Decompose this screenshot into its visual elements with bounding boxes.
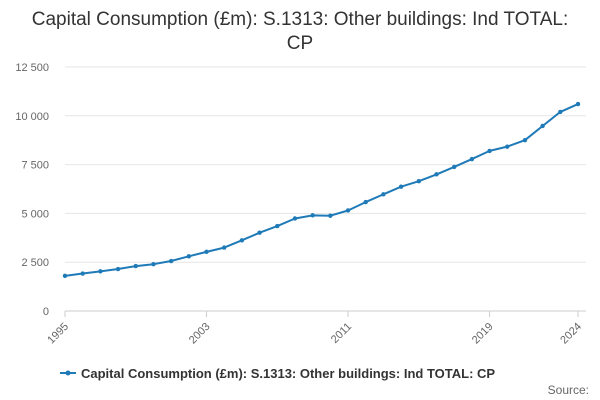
data-point[interactable]	[558, 109, 563, 115]
data-point[interactable]	[80, 271, 85, 276]
data-point[interactable]	[62, 273, 68, 279]
y-tick-label: 0	[43, 306, 49, 318]
x-tick-label: 2024	[558, 321, 584, 347]
data-point[interactable]	[168, 258, 174, 264]
data-point[interactable]	[239, 238, 245, 243]
data-point[interactable]	[363, 199, 368, 205]
legend-label[interactable]: Capital Consumption (£m): S.1313: Other …	[81, 366, 495, 381]
x-tick-label: 1995	[45, 321, 71, 347]
data-point[interactable]	[257, 230, 262, 235]
data-point[interactable]	[133, 263, 138, 269]
series-group	[62, 101, 581, 279]
data-point[interactable]	[186, 254, 192, 259]
chart-title: Capital Consumption (£m): S.1313: Other …	[31, 9, 569, 54]
y-tick-label: 5 000	[21, 208, 49, 220]
data-point[interactable]	[151, 261, 156, 267]
data-point[interactable]	[434, 172, 439, 177]
data-point[interactable]	[204, 249, 209, 255]
data-point[interactable]	[275, 223, 280, 229]
x-axis: 1995 2003 2011 2019 2024	[45, 311, 584, 346]
data-point[interactable]	[451, 164, 457, 170]
y-tick-label: 7 500	[21, 160, 49, 172]
gridlines	[65, 66, 586, 312]
y-tick-label: 12 500	[15, 62, 49, 74]
data-point[interactable]	[381, 192, 386, 197]
data-point[interactable]	[292, 216, 298, 221]
data-point[interactable]	[98, 269, 103, 274]
y-tick-label: 10 000	[15, 111, 49, 123]
series-line	[64, 103, 579, 277]
data-point[interactable]	[469, 156, 475, 162]
x-tick-label: 2011	[329, 321, 354, 346]
data-point[interactable]	[505, 144, 510, 149]
data-point[interactable]	[416, 178, 421, 184]
data-point[interactable]	[115, 266, 121, 272]
data-point[interactable]	[345, 208, 351, 213]
y-tick-label: 2 500	[21, 257, 49, 269]
data-point[interactable]	[540, 123, 545, 129]
legend-swatch-marker	[65, 370, 71, 376]
data-point[interactable]	[222, 245, 227, 250]
data-point[interactable]	[398, 184, 404, 189]
data-point[interactable]	[522, 138, 528, 143]
source-label: Source:	[548, 383, 589, 397]
x-tick-label: 2019	[470, 321, 496, 347]
x-tick-label: 2003	[187, 321, 213, 347]
data-point[interactable]	[310, 213, 315, 218]
data-point[interactable]	[328, 213, 333, 218]
data-point[interactable]	[575, 101, 581, 107]
data-point[interactable]	[487, 148, 492, 154]
legend[interactable]: Capital Consumption (£m): S.1313: Other …	[60, 366, 495, 381]
y-axis-ticks: 0 2 500 5 000 7 500 10 000 12 500	[15, 62, 49, 318]
